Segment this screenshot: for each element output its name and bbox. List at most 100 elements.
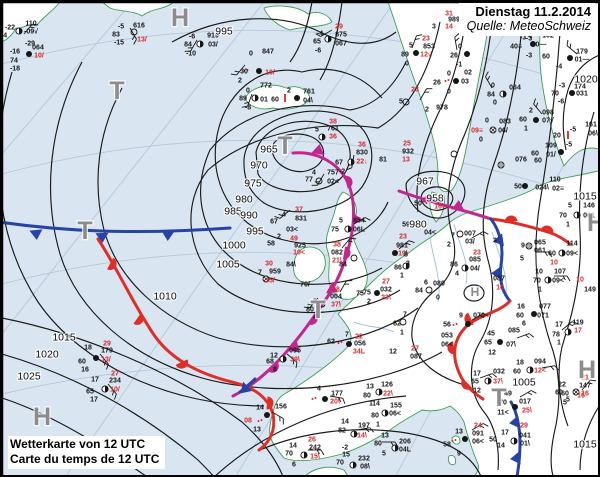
station-label: 18 — [516, 359, 524, 366]
station-label: -10 — [186, 50, 196, 57]
wind-barb — [485, 71, 493, 89]
wind-barb — [107, 383, 117, 400]
station-label: 041 — [519, 432, 531, 439]
station-dot — [464, 51, 470, 57]
station-label: 232 — [358, 455, 370, 462]
station-label: 09< — [552, 277, 564, 284]
station-label: 13 — [366, 383, 374, 390]
station-label: 10 — [550, 259, 558, 266]
station-label: 62 — [327, 338, 335, 345]
station-half-fill — [548, 276, 552, 284]
wind-barb-line — [544, 251, 548, 257]
isobar-line — [405, 170, 466, 219]
station-label: 854 — [353, 217, 365, 224]
wind-barb — [479, 373, 498, 379]
wind-barb-line — [516, 333, 530, 339]
isobar-label: 1020 — [574, 74, 598, 86]
station-label: 27 — [411, 345, 419, 352]
pressure-center-T: T — [77, 217, 92, 245]
station-label: -16 — [10, 48, 20, 55]
station-label: -3 — [520, 34, 526, 41]
wind-barb — [471, 231, 489, 239]
wind-barb-line — [419, 88, 427, 101]
isobar-line — [259, 429, 481, 475]
station-dot — [530, 41, 536, 47]
wind-barb — [230, 64, 246, 76]
front-marker-semicircle — [107, 257, 117, 270]
station-label: 2 — [277, 233, 281, 240]
station-label: -09√ — [24, 27, 38, 35]
station-label: 0 — [447, 88, 451, 95]
precip-dot — [340, 341, 343, 343]
station-label: 14 — [445, 23, 453, 30]
station-label: 23 — [422, 35, 430, 42]
station-fog — [525, 242, 533, 250]
station-open — [399, 318, 407, 326]
station-label: 12 — [488, 349, 496, 356]
wind-barb-line — [236, 64, 246, 76]
station-half-fill — [488, 377, 492, 385]
station-label: 6 — [292, 461, 296, 468]
isobar-label: 1005 — [512, 377, 536, 389]
wind-barb — [129, 27, 137, 45]
station-label: 17 — [90, 396, 98, 403]
river — [453, 223, 468, 285]
station-label: 24 — [474, 422, 482, 429]
station-label: 50 — [414, 200, 422, 207]
wind-barb-line — [107, 383, 117, 395]
station-label: 12√ — [420, 50, 432, 58]
station-label: 39\ — [290, 356, 300, 363]
station-label: 77 — [305, 176, 313, 183]
wind-barb-line — [29, 26, 35, 29]
wind-barb-line — [247, 93, 253, 107]
wind-barb-line — [566, 39, 569, 46]
station-label: 3 — [493, 237, 497, 244]
wind-barb-line — [525, 334, 530, 339]
station-label: -29 — [25, 40, 35, 47]
station-label: 0 — [249, 50, 253, 57]
station-label: 70 — [336, 459, 344, 466]
station-label: 81 — [379, 156, 387, 163]
wind-barb-line — [99, 353, 109, 365]
station-label: 0 — [447, 70, 451, 77]
station-open — [350, 254, 358, 262]
station-label: 80 — [371, 412, 379, 419]
station-label: 01— — [575, 56, 590, 63]
station-label: 9 — [457, 450, 461, 457]
station-label: 60 — [555, 389, 563, 396]
wind-barb — [286, 353, 298, 369]
isobar-line — [289, 2, 313, 63]
station-label: 75 — [331, 226, 339, 233]
wind-barb-line — [320, 449, 325, 456]
station-label: 4 — [282, 211, 286, 218]
station-label: 5 — [399, 98, 403, 105]
front-marker-triangle — [509, 415, 520, 429]
station-label: 60 — [561, 390, 569, 397]
wind-barb-line — [454, 37, 458, 51]
wind-barb-line — [271, 411, 284, 419]
station-label: 932 — [402, 148, 414, 155]
front-marker-semicircle — [422, 195, 436, 203]
front-marker-triangle — [240, 381, 253, 394]
wind-barb — [561, 321, 578, 331]
station-label: 02≡ — [552, 185, 564, 192]
wind-barb — [516, 333, 535, 339]
isobar-line — [2, 71, 265, 407]
wind-barb-line — [485, 76, 493, 89]
wind-barb-line — [566, 275, 571, 282]
station-label: 11< — [497, 409, 509, 416]
station-label: -6 — [315, 47, 321, 54]
wind-barb-line — [590, 379, 597, 382]
station-label: 37\ — [331, 301, 341, 308]
station-open — [315, 177, 323, 185]
station-label: 09< — [566, 250, 578, 257]
wind-barb-line — [347, 240, 353, 243]
station-label: 757 — [327, 169, 339, 176]
wind-barb-line — [279, 416, 281, 422]
station-half-fill — [395, 444, 399, 452]
station-open — [425, 286, 433, 294]
isobar-line — [420, 186, 454, 211]
station-label: 80 — [363, 392, 371, 399]
station-label: 8 — [404, 251, 408, 258]
